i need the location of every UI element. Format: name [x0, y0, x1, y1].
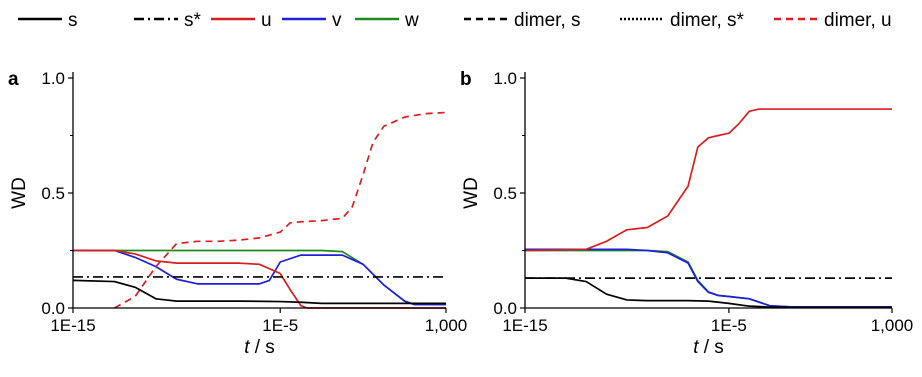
x-tick-label: 1,000 — [425, 316, 468, 335]
y-tick-label: 0.0 — [493, 299, 517, 318]
legend: s s* u v w dimer, s dimer, s* dimer, u — [18, 10, 892, 31]
legend-label-v: v — [332, 10, 342, 31]
y-axis-label: WD — [461, 177, 482, 209]
legend-label-s_star: s* — [184, 10, 202, 31]
x-axis-label: t / s — [244, 337, 275, 358]
y-tick-label: 0.5 — [41, 184, 65, 203]
x-tick-label: 1E-5 — [262, 316, 298, 335]
legend-item-s: s — [18, 10, 78, 31]
y-tick-label: 1.0 — [493, 69, 517, 88]
legend-item-s_star: s* — [134, 10, 202, 31]
y-tick-label: 1.0 — [41, 69, 65, 88]
legend-label-w: w — [404, 10, 419, 31]
x-tick-label: 1E-15 — [502, 316, 547, 335]
legend-label-u: u — [261, 10, 272, 31]
series-line-s — [73, 279, 446, 305]
legend-label-dimer_s: dimer, s — [514, 10, 581, 31]
legend-item-dimer_s: dimer, s — [464, 10, 581, 31]
x-tick-label: 1E-5 — [711, 316, 747, 335]
panel-label: b — [460, 69, 472, 90]
x-tick-label: 1E-15 — [50, 316, 95, 335]
legend-item-w: w — [355, 10, 419, 31]
legend-label-dimer_s_star: dimer, s* — [670, 10, 745, 31]
y-tick-label: 0.5 — [493, 184, 517, 203]
series-line-s — [525, 277, 892, 309]
plot-area — [73, 111, 446, 309]
series-line-u — [73, 249, 446, 309]
panel-b: 0.0 0.5 1.0 1E-15 1E-5 1,000 b WD t / s — [460, 69, 913, 358]
legend-item-u: u — [211, 10, 272, 31]
legend-item-dimer_u: dimer, u — [774, 10, 892, 31]
x-tick-label: 1,000 — [871, 316, 914, 335]
series-line-u — [525, 108, 892, 252]
x-axis-label: t / s — [693, 337, 724, 358]
legend-item-dimer_s_star: dimer, s* — [620, 10, 745, 31]
y-tick-label: 0.0 — [41, 299, 65, 318]
y-axis-label: WD — [9, 177, 30, 209]
plot-area — [525, 108, 892, 309]
legend-label-s: s — [68, 10, 78, 31]
panel-label: a — [8, 69, 19, 90]
legend-item-v: v — [282, 10, 342, 31]
legend-label-dimer_u: dimer, u — [824, 10, 892, 31]
panel-a: 0.0 0.5 1.0 1E-15 1E-5 1,000 a WD t / s — [8, 69, 467, 358]
series-line-dimer_u — [114, 111, 446, 309]
